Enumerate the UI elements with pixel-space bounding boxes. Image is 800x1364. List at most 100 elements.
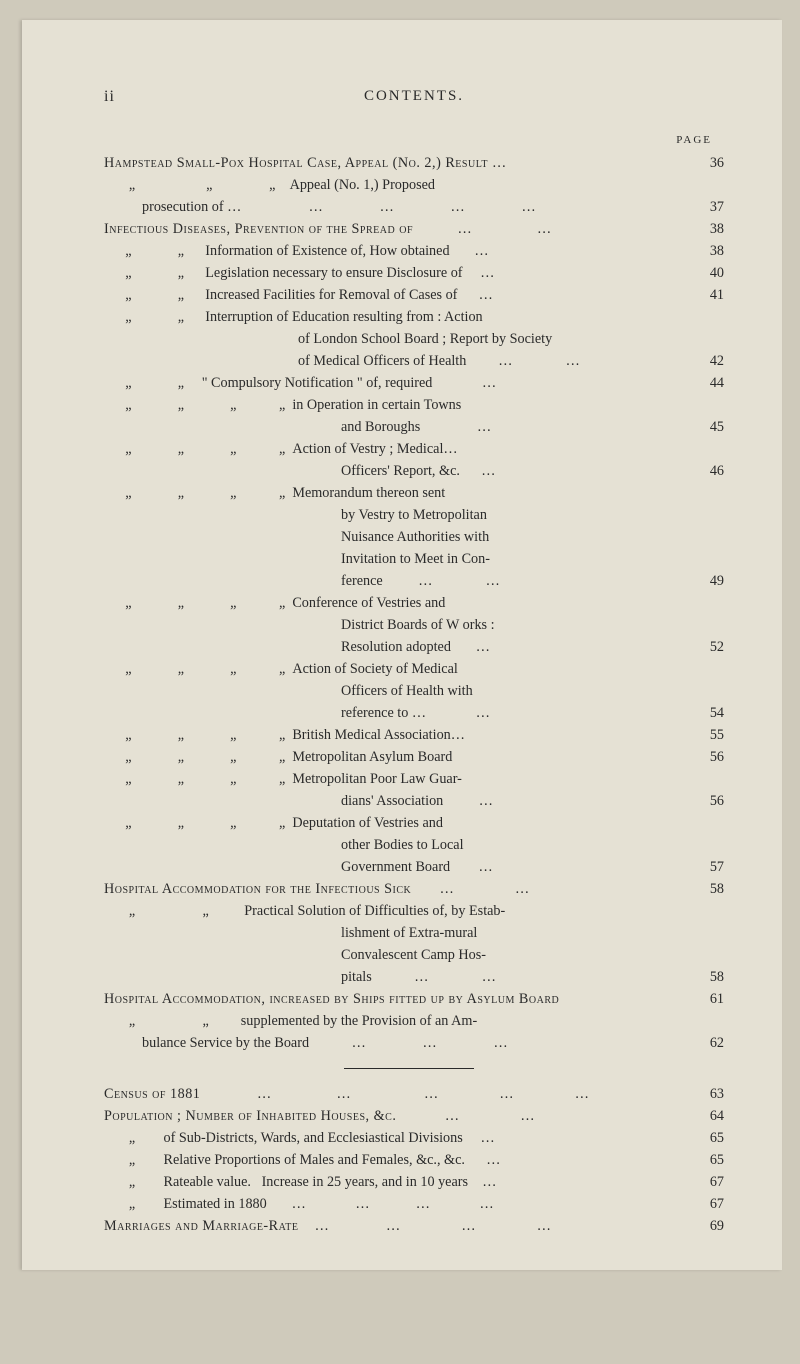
contents-row: and Boroughs …45 [104, 416, 724, 438]
contents-page-number: 37 [692, 196, 724, 218]
contents-row: Hospital Accommodation for the Infectiou… [104, 878, 724, 900]
contents-text: „ „ „ „ Metropolitan Poor Law Guar- [104, 768, 692, 790]
contents-page-number: 65 [692, 1127, 724, 1149]
contents-page-number: 40 [692, 262, 724, 284]
contents-row: „ Estimated in 1880 … … … …67 [104, 1193, 724, 1215]
contents-text: Invitation to Meet in Con- [104, 548, 692, 570]
contents-row: of Medical Officers of Health … …42 [104, 350, 724, 372]
contents-row: Infectious Diseases, Prevention of the S… [104, 218, 724, 240]
contents-text: Infectious Diseases, Prevention of the S… [104, 218, 692, 240]
contents-text: „ Rateable value. Increase in 25 years, … [104, 1171, 692, 1193]
contents-text: „ „ supplemented by the Provision of an … [104, 1010, 692, 1032]
contents-page-number: 45 [692, 416, 724, 438]
contents-row: „ „ „ „ Metropolitan Asylum Board56 [104, 746, 724, 768]
contents-page-number: 58 [692, 966, 724, 988]
contents-page-number: 64 [692, 1105, 724, 1127]
contents-row: „ „ „ „ Action of Vestry ; Medical… [104, 438, 724, 460]
contents-row: „ „ „ „ Action of Society of Medical [104, 658, 724, 680]
contents-page-number: 42 [692, 350, 724, 372]
contents-row: Invitation to Meet in Con- [104, 548, 724, 570]
contents-text: bulance Service by the Board … … … [104, 1032, 692, 1054]
contents-row: ference … …49 [104, 570, 724, 592]
contents-row: „ „ " Compulsory Notification " of, requ… [104, 372, 724, 394]
contents-text: of London School Board ; Report by Socie… [104, 328, 692, 350]
contents-text: Hampstead Small-Pox Hospital Case, Appea… [104, 152, 692, 174]
contents-text: „ Estimated in 1880 … … … … [104, 1193, 692, 1215]
contents-text: „ „ „ „ Action of Vestry ; Medical… [104, 438, 692, 460]
contents-text: by Vestry to Metropolitan [104, 504, 692, 526]
contents-row: Marriages and Marriage-Rate … … … …69 [104, 1215, 724, 1237]
contents-page-number: 46 [692, 460, 724, 482]
contents-page-number: 58 [692, 878, 724, 900]
contents-row: „ of Sub-Districts, Wards, and Ecclesias… [104, 1127, 724, 1149]
contents-page-number: 41 [692, 284, 724, 306]
contents-row: „ „ „ Appeal (No. 1,) Proposed [104, 174, 724, 196]
contents-text: Census of 1881 … … … … … [104, 1083, 692, 1105]
contents-text: Nuisance Authorities with [104, 526, 692, 548]
contents-page-number: 55 [692, 724, 724, 746]
contents-row: of London School Board ; Report by Socie… [104, 328, 724, 350]
contents-text: reference to … … [104, 702, 692, 724]
contents-row: bulance Service by the Board … … …62 [104, 1032, 724, 1054]
contents-row: „ „ Practical Solution of Difficulties o… [104, 900, 724, 922]
contents-text: lishment of Extra-mural [104, 922, 692, 944]
contents-text: „ of Sub-Districts, Wards, and Ecclesias… [104, 1127, 692, 1149]
contents-page-number: 49 [692, 570, 724, 592]
contents-text: „ „ " Compulsory Notification " of, requ… [104, 372, 692, 394]
contents-row: other Bodies to Local [104, 834, 724, 856]
contents-page-number: 36 [692, 152, 724, 174]
contents-text: of Medical Officers of Health … … [104, 350, 692, 372]
contents-row: prosecution of … … … … …37 [104, 196, 724, 218]
contents-page-number: 52 [692, 636, 724, 658]
contents-row: „ „ Increased Facilities for Removal of … [104, 284, 724, 306]
header-row: ii CONTENTS. [104, 88, 724, 106]
contents-text: District Boards of W orks : [104, 614, 692, 636]
contents-row: by Vestry to Metropolitan [104, 504, 724, 526]
contents-row: „ „ „ „ Deputation of Vestries and [104, 812, 724, 834]
contents-text: „ „ „ „ Action of Society of Medical [104, 658, 692, 680]
contents-row: „ Rateable value. Increase in 25 years, … [104, 1171, 724, 1193]
contents-text: Convalescent Camp Hos- [104, 944, 692, 966]
contents-row: Nuisance Authorities with [104, 526, 724, 548]
contents-row: „ „ „ „ Memorandum thereon sent [104, 482, 724, 504]
contents-page-number: 54 [692, 702, 724, 724]
contents-row: „ „ Legislation necessary to ensure Disc… [104, 262, 724, 284]
contents-text: Hospital Accommodation for the Infectiou… [104, 878, 692, 900]
contents-text: Marriages and Marriage-Rate … … … … [104, 1215, 692, 1237]
contents-page-number: 63 [692, 1083, 724, 1105]
contents-text: „ „ „ „ Memorandum thereon sent [104, 482, 692, 504]
contents-row: „ „ supplemented by the Provision of an … [104, 1010, 724, 1032]
contents-page-number: 44 [692, 372, 724, 394]
contents-page-number: 61 [692, 988, 724, 1010]
contents-text: ference … … [104, 570, 692, 592]
header-title: CONTENTS. [104, 88, 724, 106]
contents-row: Population ; Number of Inhabited Houses,… [104, 1105, 724, 1127]
contents-text: „ „ „ „ Metropolitan Asylum Board [104, 746, 692, 768]
contents-page-number: 69 [692, 1215, 724, 1237]
contents-row: „ „ „ „ British Medical Association…55 [104, 724, 724, 746]
contents-text: dians' Association … [104, 790, 692, 812]
contents-text: other Bodies to Local [104, 834, 692, 856]
contents-row: Resolution adopted …52 [104, 636, 724, 658]
contents-text: Hospital Accommodation, increased by Shi… [104, 988, 692, 1010]
contents-text: prosecution of … … … … … [104, 196, 692, 218]
contents-text: „ „ „ „ Deputation of Vestries and [104, 812, 692, 834]
contents-text: Population ; Number of Inhabited Houses,… [104, 1105, 692, 1127]
contents-text: and Boroughs … [104, 416, 692, 438]
contents-row: Hampstead Small-Pox Hospital Case, Appea… [104, 152, 724, 174]
contents-row: Convalescent Camp Hos- [104, 944, 724, 966]
contents-text: „ „ Practical Solution of Difficulties o… [104, 900, 692, 922]
contents-row: Hospital Accommodation, increased by Shi… [104, 988, 724, 1010]
contents-row: District Boards of W orks : [104, 614, 724, 636]
contents-text: „ Relative Proportions of Males and Fema… [104, 1149, 692, 1171]
contents-row: „ „ „ „ Conference of Vestries and [104, 592, 724, 614]
contents-text: Government Board … [104, 856, 692, 878]
contents-text: „ „ „ Appeal (No. 1,) Proposed [104, 174, 692, 196]
contents-page-number: 56 [692, 746, 724, 768]
contents-page-number: 38 [692, 240, 724, 262]
contents-text: „ „ Interruption of Education resulting … [104, 306, 692, 328]
contents-row: lishment of Extra-mural [104, 922, 724, 944]
contents-page-number: 65 [692, 1149, 724, 1171]
contents-text: „ „ „ „ Conference of Vestries and [104, 592, 692, 614]
contents-text: „ „ „ „ British Medical Association… [104, 724, 692, 746]
